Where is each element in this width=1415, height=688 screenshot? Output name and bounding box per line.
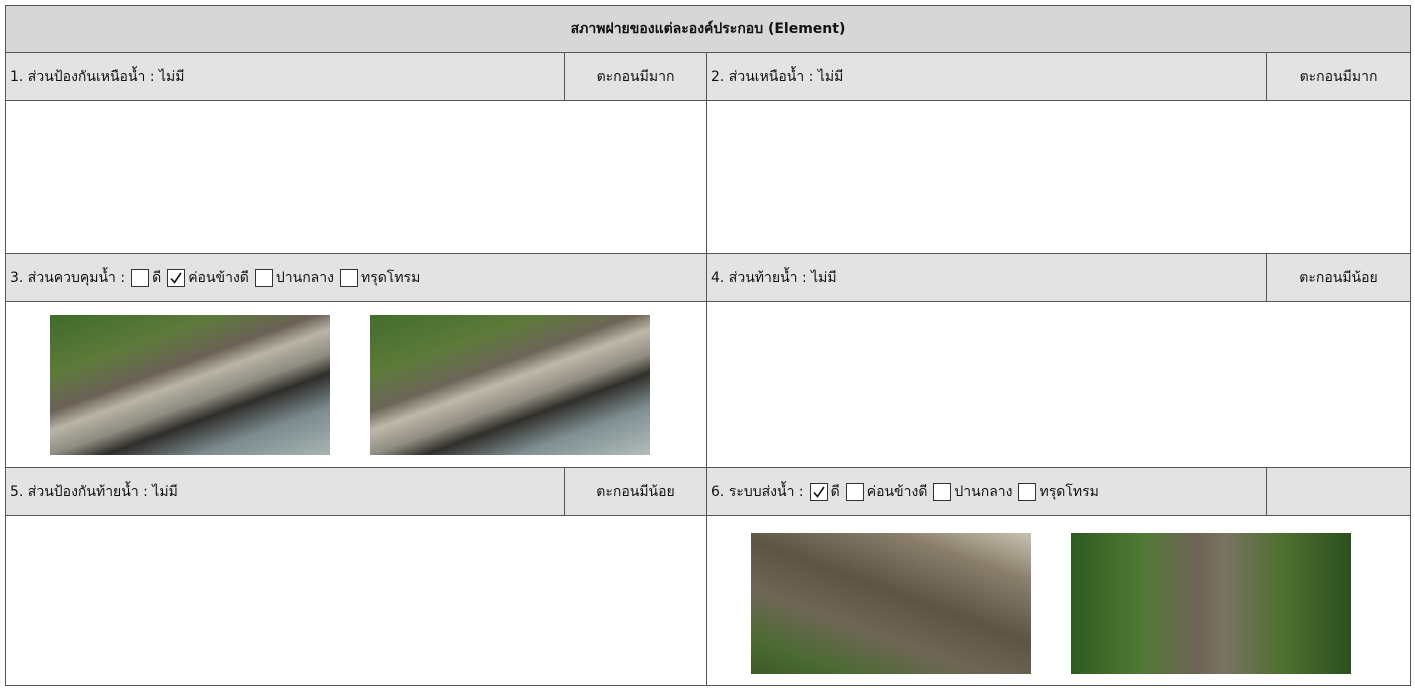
photo <box>751 533 1031 674</box>
checkbox <box>131 268 150 287</box>
section-title: 5. ส่วนป้องกันท้ายน้ำ : ไม่มี <box>5 468 565 516</box>
check-mark <box>170 272 182 284</box>
check-mark <box>813 486 825 498</box>
checkbox-label: ดี <box>830 483 840 500</box>
checkbox-option: ทรุดโทรม <box>334 267 420 289</box>
checkbox <box>339 268 358 287</box>
checkbox-label: ปานกลาง <box>954 483 1013 500</box>
checkbox-option: ค่อนข้างดี <box>161 267 249 289</box>
checkbox <box>1018 482 1037 501</box>
section-content <box>5 302 707 468</box>
section-note: ตะกอนมีมาก <box>1267 53 1411 101</box>
section-label: 3. ส่วนควบคุมน้ำ : <box>10 269 126 286</box>
section-note <box>1267 468 1411 516</box>
checkbox-option: ปานกลาง <box>249 267 334 289</box>
section-note: ตะกอนมีน้อย <box>1267 254 1411 302</box>
section-title: 3. ส่วนควบคุมน้ำ : ดี ค่อนข้างดี ปานกลาง ทรุ… <box>5 254 707 302</box>
checkbox-label: ดี <box>152 269 162 286</box>
checkbox-option: ทรุดโทรม <box>1012 481 1099 503</box>
checkbox-label: ทรุดโทรม <box>1039 483 1099 500</box>
photo <box>50 315 330 455</box>
checkbox <box>933 482 952 501</box>
section-title: 2. ส่วนเหนือน้ำ : ไม่มี <box>707 53 1267 101</box>
section-content <box>5 516 707 686</box>
section-content <box>707 516 1411 686</box>
section-content <box>707 302 1411 468</box>
section-label: 6. ระบบส่งน้ำ : <box>711 483 804 500</box>
check-stroke <box>170 272 182 284</box>
checkbox-label: ทรุดโทรม <box>360 269 421 286</box>
table-title: สภาพฝายของแต่ละองค์ประกอบ (Element) <box>5 5 1411 53</box>
checkbox-label: ปานกลาง <box>275 269 334 286</box>
section-title: 6. ระบบส่งน้ำ : ดี ค่อนข้างดี ปานกลาง ทรุดโท… <box>707 468 1267 516</box>
checkbox <box>845 482 864 501</box>
section-content <box>707 101 1411 254</box>
checkbox-option: ดี <box>125 267 161 289</box>
photo <box>1071 533 1351 674</box>
photo <box>370 315 650 455</box>
section-content <box>5 101 707 254</box>
section-note: ตะกอนมีมาก <box>565 53 707 101</box>
checkbox <box>254 268 273 287</box>
checkbox <box>809 482 828 501</box>
section-note: ตะกอนมีน้อย <box>565 468 707 516</box>
checkbox-option: ดี <box>804 481 840 503</box>
checkbox-option: ค่อนข้างดี <box>840 481 928 503</box>
checkbox-option: ปานกลาง <box>927 481 1012 503</box>
section-title: 4. ส่วนท้ายน้ำ : ไม่มี <box>707 254 1267 302</box>
checkbox-label: ค่อนข้างดี <box>188 269 249 286</box>
check-stroke <box>813 486 825 498</box>
section-title: 1. ส่วนป้องกันเหนือน้ำ : ไม่มี <box>5 53 565 101</box>
checkbox <box>167 268 186 287</box>
checkbox-label: ค่อนข้างดี <box>866 483 928 500</box>
